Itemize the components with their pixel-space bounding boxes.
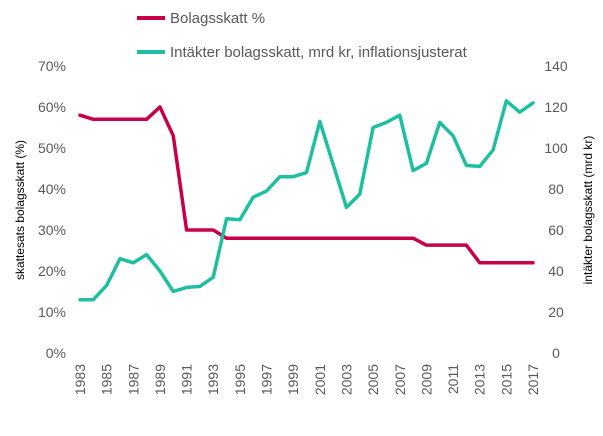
x-tick-label: 1989 — [152, 364, 168, 395]
y-right-tick-label: 20 — [548, 304, 564, 320]
y-right-tick-label: 80 — [548, 181, 564, 197]
y-right-tick-label: 40 — [548, 263, 564, 279]
x-tick-label: 2005 — [365, 364, 381, 395]
x-tick-label: 2017 — [525, 364, 541, 395]
y-right-tick-label: 100 — [544, 140, 568, 156]
legend-label-series-0: Bolagsskatt % — [170, 10, 265, 27]
legend: Bolagsskatt % Intäkter bolagsskatt, mrd … — [137, 10, 468, 61]
y-left-tick-label: 0% — [46, 345, 66, 361]
y-right-tick-labels: 0 20 40 60 80 100 120 140 — [544, 58, 568, 361]
y-right-tick-label: 60 — [548, 222, 564, 238]
legend-label-series-1: Intäkter bolagsskatt, mrd kr, inflations… — [170, 44, 468, 61]
x-tick-label: 2013 — [472, 364, 488, 395]
x-tick-label: 2001 — [312, 364, 328, 395]
y-left-tick-label: 50% — [38, 140, 66, 156]
y-right-axis-title: intäkter bolagsskatt (mrd kr) — [581, 136, 595, 285]
y-left-tick-label: 70% — [38, 58, 66, 74]
x-tick-label: 1983 — [72, 364, 88, 395]
x-tick-label: 2007 — [392, 364, 408, 395]
x-tick-label: 1999 — [285, 364, 301, 395]
series-line-0 — [78, 105, 535, 265]
series-line-1 — [78, 99, 535, 302]
y-left-tick-label: 10% — [38, 304, 66, 320]
x-tick-label: 1991 — [179, 364, 195, 395]
series-lines — [78, 99, 535, 302]
y-left-tick-label: 40% — [38, 181, 66, 197]
x-tick-label: 2015 — [498, 364, 514, 395]
y-left-axis-title: skattesats bolagsskatt (%) — [13, 140, 27, 280]
x-tick-labels: 1983 1985 1987 1989 1991 1993 1995 1997 1999 2001… — [72, 364, 541, 395]
x-tick-label: 1995 — [232, 364, 248, 395]
y-left-tick-label: 30% — [38, 222, 66, 238]
x-tick-label: 1993 — [205, 364, 221, 395]
x-tick-label: 2009 — [418, 364, 434, 395]
y-left-tick-label: 20% — [38, 263, 66, 279]
y-left-tick-label: 60% — [38, 99, 66, 115]
x-tick-label: 2003 — [338, 364, 354, 395]
y-right-tick-label: 120 — [544, 99, 568, 115]
y-left-tick-labels: 0% 10% 20% 30% 40% 50% 60% 70% — [38, 58, 66, 361]
x-tick-label: 1997 — [259, 364, 275, 395]
y-right-tick-label: 140 — [544, 58, 568, 74]
y-right-tick-label: 0 — [552, 345, 560, 361]
x-tick-label: 2011 — [445, 364, 461, 394]
x-tick-label: 1987 — [125, 364, 141, 395]
x-tick-label: 1985 — [99, 364, 115, 395]
